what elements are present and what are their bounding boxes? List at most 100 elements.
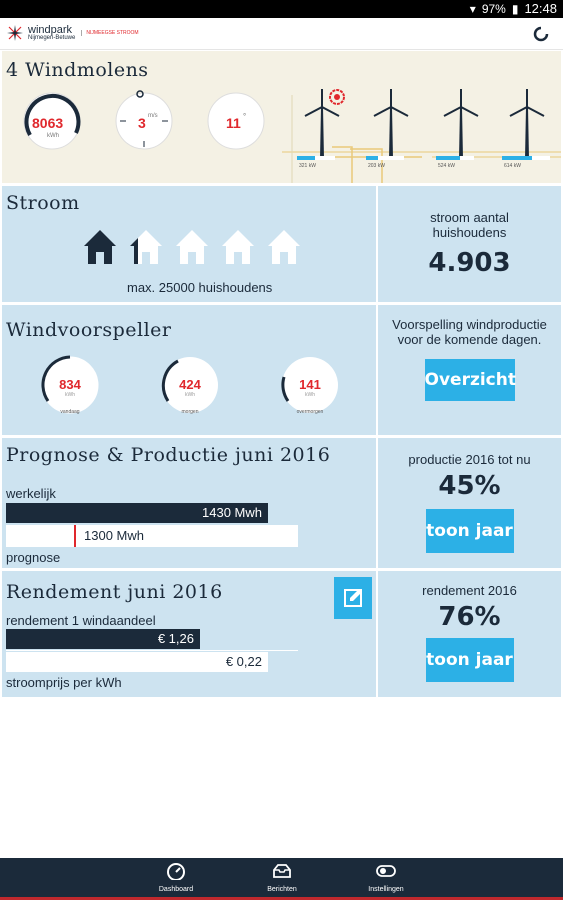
forecast-day-label: vandaag: [60, 409, 80, 415]
compass-value: 3: [138, 115, 146, 131]
stroom-title: Stroom: [6, 192, 80, 214]
stroomprijs-label: stroomprijs per kWh: [6, 675, 122, 690]
status-bar: ▾ 97% ▮ 12:48: [0, 0, 563, 18]
house-icon: [176, 230, 208, 264]
messages-icon: [273, 864, 291, 878]
production-value: 45%: [438, 471, 501, 501]
house-icon: [222, 230, 254, 264]
windmills-title: 4 Windmolens: [6, 59, 149, 81]
forecast-unit: kWh: [65, 392, 75, 398]
windpark-logo-icon: [7, 25, 23, 41]
overview-button[interactable]: Overzicht: [424, 359, 516, 401]
turbine-bar-fill: [436, 156, 460, 160]
turbine-2: 203 kW: [366, 89, 416, 181]
prognose-panel: Prognose & Productie juni 2016 werkelijk…: [2, 438, 561, 568]
rendement-sublabel: rendement 1 windaandeel: [6, 613, 156, 628]
logo-tag: NIJMEEGSE STROOM: [81, 30, 139, 36]
nav-label: Berichten: [267, 886, 297, 893]
temperature-value: 11: [226, 115, 241, 131]
max-households-label: max. 25000 huishoudens: [127, 280, 273, 295]
wind-turbine-icon: [373, 89, 409, 159]
nav-berichten[interactable]: Berichten: [242, 862, 322, 893]
forecast-day-label: overmorgen: [296, 409, 324, 415]
battery-icon: ▮: [511, 1, 519, 16]
house-icon: [84, 230, 116, 264]
forecast-value: 424: [179, 377, 201, 392]
nav-accent-line: [0, 897, 563, 900]
wifi-icon: ▾: [469, 1, 476, 16]
houses-row: [82, 228, 302, 266]
rendement-bar: € 1,26: [6, 629, 200, 649]
nav-label: Dashboard: [158, 886, 194, 893]
forecast-day-1: 834 kWh vandaag: [38, 353, 102, 417]
turbine-1: 321 kW: [297, 89, 347, 181]
rendement-right: rendement 2016 76% toon jaar: [376, 571, 561, 697]
bottom-nav: Dashboard Berichten Instellingen: [0, 858, 563, 900]
turbine-label: 524 kW: [438, 163, 455, 169]
prognose-title: Prognose & Productie juni 2016: [6, 444, 331, 466]
turbine-bar-track: [297, 156, 335, 160]
wind-forecast-right: Voorspelling windproductie voor de komen…: [376, 305, 561, 435]
households-value: 4.903: [428, 248, 511, 278]
nav-instellingen[interactable]: Instellingen: [346, 862, 426, 893]
windmills-panel: 4 Windmolens 8063 kWh 3 m/s 11 °: [2, 51, 561, 183]
werkelijk-label: werkelijk: [6, 486, 56, 501]
wind-compass: [115, 90, 173, 150]
temperature-unit: °: [243, 112, 247, 121]
turbine-label: 321 kW: [299, 163, 316, 169]
werkelijk-bar: 1430 Mwh: [6, 503, 268, 523]
total-power-value: 8063: [32, 115, 64, 131]
turbine-4: 614 kW: [502, 89, 552, 181]
total-power-gauge: [23, 92, 81, 150]
settings-toggle-icon: [376, 865, 396, 877]
edit-button[interactable]: [334, 577, 372, 619]
stroom-right: stroom aantal huishoudens 4.903: [376, 186, 561, 302]
logo-sub: Nijmegen-Betuwe: [28, 35, 76, 41]
temperature-gauge: [207, 92, 265, 150]
house-half-icon: [130, 230, 162, 264]
prognose-label: prognose: [6, 550, 61, 565]
rendement-panel: Rendement juni 2016 rendement 1 windaand…: [2, 571, 561, 697]
forecast-gauge: [281, 357, 338, 413]
turbine-bar-fill: [502, 156, 532, 160]
toon-jaar-button[interactable]: toon jaar: [425, 638, 514, 682]
wind-forecast-title: Windvoorspeller: [6, 319, 172, 341]
error-flower-icon: [329, 89, 345, 105]
toon-jaar-button[interactable]: toon jaar: [425, 509, 514, 553]
battery-percent: 97%: [481, 1, 506, 16]
rendement-year-label: rendement 2016: [422, 583, 517, 598]
refresh-icon[interactable]: [531, 24, 551, 44]
wind-turbine-icon: [304, 89, 340, 159]
prognose-value: 1300 Mwh: [84, 528, 144, 543]
turbine-bar-fill: [297, 156, 315, 160]
clock: 12:48: [524, 1, 557, 16]
forecast-day-3: 141 kWh overmorgen: [278, 353, 342, 417]
dashboard-icon: [167, 863, 185, 881]
house-icon: [268, 230, 300, 264]
stroomprijs-bar: € 0,22: [6, 652, 268, 672]
total-power-unit: kWh: [47, 133, 59, 139]
logo-name: windpark: [28, 24, 73, 36]
wind-forecast-panel: Windvoorspeller 834 kWh vandaag 424 kWh …: [2, 305, 561, 435]
wind-turbine-icon: [443, 89, 479, 159]
prognose-bar: [6, 525, 298, 547]
prognose-right: productie 2016 tot nu 45% toon jaar: [376, 438, 561, 568]
rendement-title: Rendement juni 2016: [6, 581, 223, 603]
rendement-year-value: 76%: [438, 602, 501, 632]
households-label: stroom aantal huishoudens: [430, 210, 509, 240]
wind-turbine-icon: [509, 89, 545, 159]
forecast-day-2: 424 kWh morgen: [158, 353, 222, 417]
edit-icon: [344, 589, 362, 607]
prognose-marker: [74, 525, 76, 547]
nav-dashboard[interactable]: Dashboard: [136, 862, 216, 893]
turbine-bar-fill: [366, 156, 378, 160]
forecast-unit: kWh: [305, 392, 315, 398]
turbine-bar-track: [366, 156, 404, 160]
forecast-gauge: [41, 355, 99, 414]
forecast-value: 834: [59, 377, 81, 392]
app-bar: windpark Nijmegen-Betuwe NIJMEEGSE STROO…: [0, 18, 563, 50]
stroom-panel: Stroom max. 25000 huishoudens stroom aan…: [2, 186, 561, 302]
app-logo: windpark Nijmegen-Betuwe NIJMEEGSE STROO…: [6, 24, 139, 42]
forecast-description: Voorspelling windproductie voor de komen…: [392, 317, 547, 347]
turbine-3: 524 kW: [436, 89, 486, 181]
